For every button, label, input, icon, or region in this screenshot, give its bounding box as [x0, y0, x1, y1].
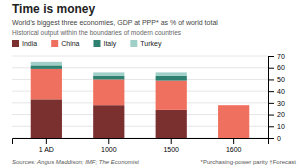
tick-label: 10 [277, 123, 285, 130]
bar [218, 105, 249, 106]
tick-label: 70 [277, 53, 285, 60]
bar [156, 76, 187, 81]
legend-item: India [12, 40, 37, 47]
tick-label: 1000 [101, 146, 117, 153]
tick-mark [108, 138, 109, 144]
legend-label: Italy [103, 40, 116, 48]
legend-label: China [61, 40, 79, 47]
x-axis: 1 AD 1000 1500 1600 [13, 138, 269, 153]
tick-mark [268, 126, 274, 127]
bar [93, 72, 124, 76]
legend-label: Turkey [140, 40, 162, 48]
tick-label: 0 [277, 135, 281, 142]
series [31, 69, 250, 138]
legend-item: China [51, 40, 79, 47]
annotation: *Purchasing-power parity †Forecast [201, 159, 297, 165]
series [31, 62, 187, 76]
axis-line [13, 139, 269, 145]
tick-mark [268, 115, 274, 116]
legend-swatch [12, 40, 19, 47]
bar [31, 99, 62, 138]
tick-label: 40 [277, 88, 285, 95]
legend-swatch [51, 40, 58, 47]
tick: 40 [268, 88, 285, 95]
tick-mark [233, 138, 234, 144]
annotation: Sources: Angus Maddison; IMF; The Econom… [12, 159, 139, 165]
tick: 1500 [163, 138, 179, 153]
tick: 1 AD [39, 138, 54, 153]
bar [31, 69, 62, 99]
axis-line [269, 57, 275, 139]
bars [31, 62, 250, 138]
bar [93, 105, 124, 138]
bar [218, 105, 249, 106]
subtitle: World’s biggest three economies, GDP at … [12, 19, 218, 27]
tick: 0 [268, 135, 281, 142]
annotation: Historical output within the boundaries … [12, 29, 182, 37]
legend-swatch [130, 40, 137, 47]
bar [218, 105, 249, 138]
series [31, 65, 187, 80]
title: Time is money [12, 2, 95, 16]
tick-mark [268, 56, 274, 57]
tick-label: 1 AD [39, 146, 54, 153]
tick-mark [268, 103, 274, 104]
bar [156, 110, 187, 138]
tick: 20 [268, 111, 285, 118]
tick-label: 50 [277, 76, 285, 83]
tick: 1600 [226, 138, 242, 153]
tick-label: 20 [277, 111, 285, 118]
legend-label: India [22, 40, 37, 47]
legend: India China Italy Turkey [12, 40, 162, 48]
bar [31, 62, 62, 66]
bar [156, 72, 187, 76]
legend-item: Turkey [130, 40, 162, 48]
legend-item: Italy [93, 40, 116, 48]
bar [93, 79, 124, 105]
y-axis: 0 10 20 30 40 50 60 70 [268, 53, 285, 142]
bar [31, 65, 62, 69]
tick-mark [268, 91, 274, 92]
tick: 1000 [101, 138, 117, 153]
chart: Time is money World’s biggest three econo… [0, 0, 300, 168]
tick: 30 [268, 100, 285, 107]
bar [93, 76, 124, 80]
tick-mark [268, 79, 274, 80]
grid [12, 56, 268, 138]
tick: 70 [268, 53, 285, 60]
tick: 60 [268, 64, 285, 71]
grid-line [12, 56, 268, 57]
tick-label: 60 [277, 64, 285, 71]
tick: 50 [268, 76, 285, 83]
bar [156, 81, 187, 110]
tick-label: 1500 [163, 146, 179, 153]
tick-label: 30 [277, 100, 285, 107]
tick-mark [46, 138, 47, 144]
tick-mark [268, 68, 274, 69]
tick: 10 [268, 123, 285, 130]
tick-label: 1600 [226, 146, 242, 153]
legend-swatch [93, 40, 100, 47]
tick-mark [171, 138, 172, 144]
